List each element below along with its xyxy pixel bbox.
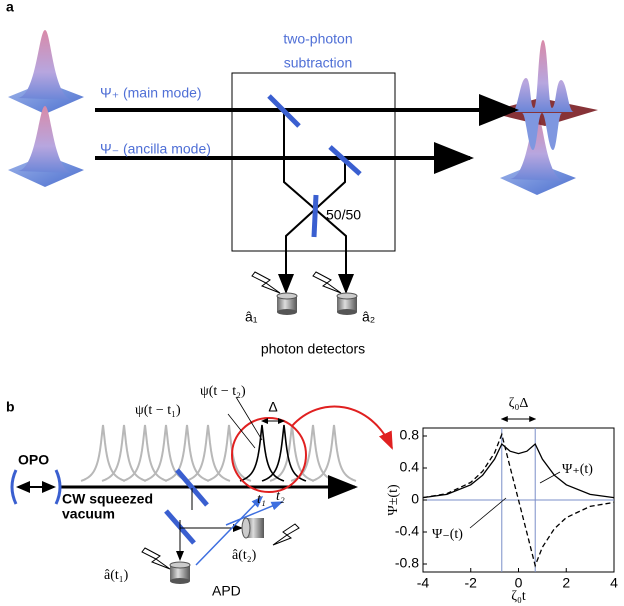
time-label: t₂ (276, 489, 285, 504)
source-label: CW squeezed (62, 491, 153, 507)
lightning (141, 523, 300, 570)
blue-arrows (195, 495, 284, 566)
detector-label: â(t₂) (232, 548, 257, 563)
source-label: vacuum (62, 506, 115, 522)
mode-label: Ψ₋ (ancilla mode) (100, 141, 211, 157)
series-label: Ψ₊(t) (562, 462, 593, 477)
y-label: Ψ±(t) (386, 484, 401, 516)
x-tick-label: 2 (562, 575, 570, 591)
pulse (239, 424, 285, 482)
lightning (251, 271, 342, 294)
panel-label: a (6, 0, 14, 15)
pulse (311, 424, 357, 482)
x-tick-label: -2 (465, 575, 478, 591)
x-tick-label: 4 (610, 575, 618, 591)
time-label: t₁ (257, 492, 266, 507)
plot: ζ₀Δ -0.8 -0.4 0 0.4 0.8 -4 -2 0 2 4 ζ₀t Ψ±(t) Ψ₊(t) Ψ₋… (386, 396, 618, 604)
y-tick-label: 0.4 (400, 459, 420, 475)
y-tick-label: -0.4 (395, 523, 419, 539)
opo-cavity (10, 469, 62, 505)
series-line (422, 442, 615, 499)
title: two-photon (283, 31, 352, 47)
pulse-train (80, 424, 357, 482)
y-tick-label: -0.8 (395, 555, 419, 571)
box (231, 72, 396, 252)
panel-label: b (6, 399, 15, 415)
series-label: Ψ₋(t) (432, 527, 463, 542)
title: subtraction (284, 55, 352, 71)
delay-label: Δ (268, 399, 277, 415)
series-leader (469, 497, 507, 529)
pulse-label: ψ(t − t₂) (200, 384, 246, 399)
zoom-arrow (291, 405, 393, 450)
x-tick-label: -4 (417, 575, 430, 591)
pulse (269, 424, 315, 482)
mode-label: Ψ₊ (main mode) (100, 85, 202, 101)
pulse (101, 424, 147, 482)
pulse (80, 424, 126, 482)
apds (169, 517, 264, 584)
detector-label: â(t₁) (104, 568, 129, 583)
state-plots (8, 30, 598, 195)
apd-label: APD (212, 583, 241, 599)
series-line (422, 432, 615, 568)
detector-label: â₁ (245, 309, 258, 325)
delay-label: ζ₀Δ (509, 396, 529, 411)
pulse (206, 424, 252, 482)
taps (164, 468, 209, 545)
pulse (185, 424, 231, 482)
x-label: ζ₀t (511, 589, 526, 604)
y-tick-label: 0.8 (400, 427, 420, 443)
splitter-label: 50/50 (326, 207, 361, 223)
opo-label: OPO (18, 452, 49, 468)
detector-label: â₂ (362, 309, 375, 325)
pulse (290, 424, 336, 482)
detectors-label: photon detectors (261, 341, 365, 357)
x-tick-label: 0 (515, 575, 523, 591)
series-leader (539, 471, 561, 484)
y-tick-label: 0 (411, 491, 419, 507)
beam-splitters (267, 94, 362, 238)
pulse (122, 424, 168, 482)
pulse-label: ψ(t − t₁) (135, 403, 181, 418)
detectors (276, 292, 358, 315)
leaders (227, 396, 263, 449)
pulse (164, 424, 210, 482)
